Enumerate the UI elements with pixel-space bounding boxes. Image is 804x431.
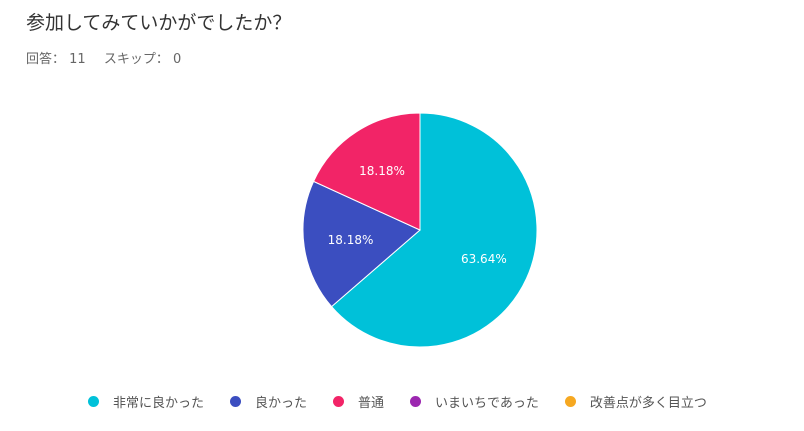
slice-label-1: 18.18% — [328, 233, 374, 247]
slice-label-0: 63.64% — [461, 252, 507, 266]
responses-label: 回答： — [26, 52, 66, 67]
legend-dot-icon — [564, 396, 576, 407]
legend-label: 良かった — [255, 396, 308, 411]
response-summary: 回答： 11 スキップ： 0 — [26, 48, 195, 67]
legend-label: 普通 — [358, 396, 385, 411]
legend-label: いまいちであった — [435, 396, 539, 411]
legend-item-4[interactable]: 改善点が多く目立つ — [564, 392, 707, 411]
legend-dot-icon — [88, 396, 99, 407]
pie-slice-2[interactable] — [312, 112, 421, 231]
responses-value: 11 — [69, 52, 86, 67]
legend-dot-icon — [333, 396, 345, 407]
legend-label: 非常に良かった — [113, 396, 205, 411]
legend-label: 改善点が多く目立つ — [589, 396, 707, 411]
legend-item-2[interactable]: 普通 — [333, 392, 384, 411]
legend: 非常に良かった 良かった 普通 いまいちであった 改善点が多く目立つ — [88, 392, 733, 411]
skipped-label: スキップ： — [103, 52, 169, 67]
legend-dot-icon — [410, 396, 422, 407]
legend-item-3[interactable]: いまいちであった — [410, 392, 539, 411]
pie-slice-1[interactable] — [302, 180, 421, 308]
legend-dot-icon — [230, 396, 242, 407]
legend-item-1[interactable]: 良かった — [230, 392, 307, 411]
skipped-count: スキップ： 0 — [104, 52, 181, 67]
pie-slice-0[interactable] — [330, 112, 538, 348]
question-title: 参加してみていかがでしたか？ — [26, 12, 292, 34]
skipped-value: 0 — [173, 52, 182, 67]
legend-item-0[interactable]: 非常に良かった — [88, 392, 204, 411]
responses-count: 回答： 11 — [26, 52, 86, 67]
slice-label-2: 18.18% — [359, 164, 405, 178]
